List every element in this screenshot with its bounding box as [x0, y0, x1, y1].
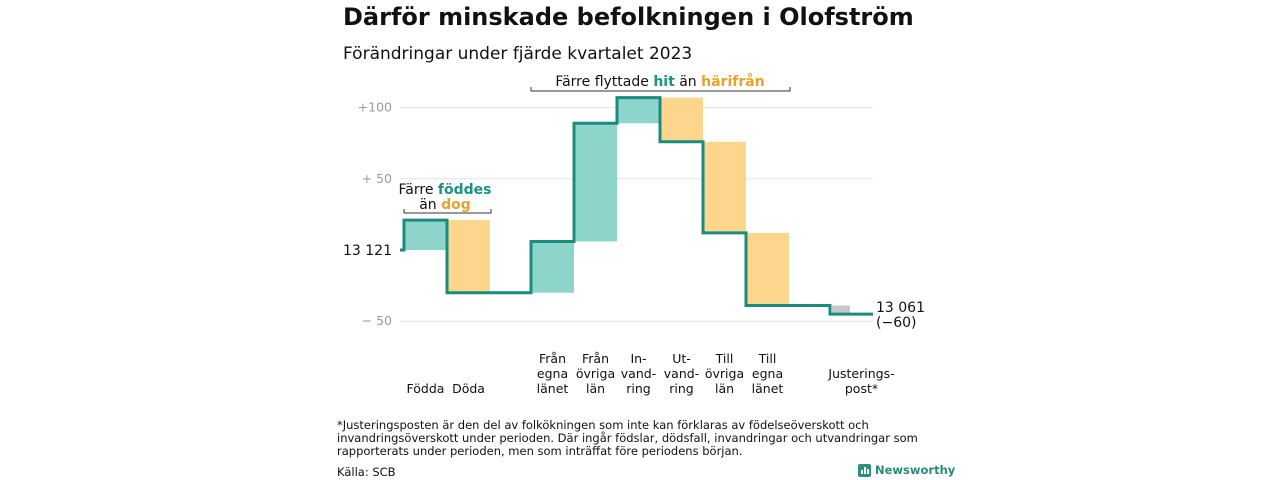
category-label: egna [537, 366, 568, 381]
start-value-label: 13 121 [343, 243, 392, 259]
bar-8 [746, 232, 789, 306]
running-total-line [400, 96, 873, 316]
y-tick-label: − 50 [362, 313, 392, 328]
category-label: län [715, 381, 734, 396]
bar-7 [703, 141, 746, 233]
y-tick-label: + 50 [362, 171, 392, 186]
annotation-births: Färre föddes [399, 182, 492, 198]
category-label: övriga [705, 366, 744, 381]
brand-name: Newsworthy [875, 463, 956, 477]
bar-3 [531, 241, 574, 293]
annotation-bracket-births [403, 209, 492, 214]
category-label: Från [539, 351, 566, 366]
category-label: post* [845, 381, 878, 396]
category-label: länet [537, 381, 569, 396]
bar-5 [617, 97, 660, 124]
category-label: Till [715, 351, 734, 366]
category-label: Från [582, 351, 609, 366]
brand: Newsworthy [858, 463, 955, 477]
end-value-label: (−60) [876, 315, 916, 331]
category-label: Ut- [672, 351, 691, 366]
category-label: vand- [664, 366, 699, 381]
category-label: ring [626, 381, 650, 396]
category-label: Döda [452, 381, 485, 396]
category-label: vand- [621, 366, 656, 381]
category-label: Till [758, 351, 777, 366]
category-label: länet [752, 381, 784, 396]
bar-6 [660, 97, 703, 142]
chart-subtitle: Förändringar under fjärde kvartalet 2023 [343, 44, 693, 64]
newsworthy-logo-icon [858, 463, 871, 477]
y-tick-label: +100 [358, 100, 392, 115]
chart-title: Därför minskade befolkningen i Olofström [343, 3, 914, 31]
category-label: ring [669, 381, 693, 396]
annotation-bracket-migration [530, 87, 791, 92]
bar-2 [447, 220, 490, 293]
footnote: *Justeringsposten är den del av folkökni… [337, 418, 918, 458]
category-label: Justerings- [827, 366, 894, 381]
source-label: Källa: SCB [337, 465, 396, 479]
annotation-migration: Färre flyttade hit än härifrån [555, 73, 764, 90]
waterfall-chart: +100 + 50 − 50 13 121 13 061(−60) Födda Döda Fr… [343, 73, 925, 396]
category-label: egna [752, 366, 783, 381]
category-label: In- [630, 351, 646, 366]
bar-1 [404, 220, 447, 250]
category-label: Födda [407, 381, 445, 396]
annotation-births: än dog [419, 197, 471, 213]
bar-4 [574, 123, 617, 242]
category-label: övriga [576, 366, 615, 381]
end-value-label: 13 061 [876, 300, 925, 316]
bar-9 [832, 305, 850, 315]
category-label: län [586, 381, 605, 396]
